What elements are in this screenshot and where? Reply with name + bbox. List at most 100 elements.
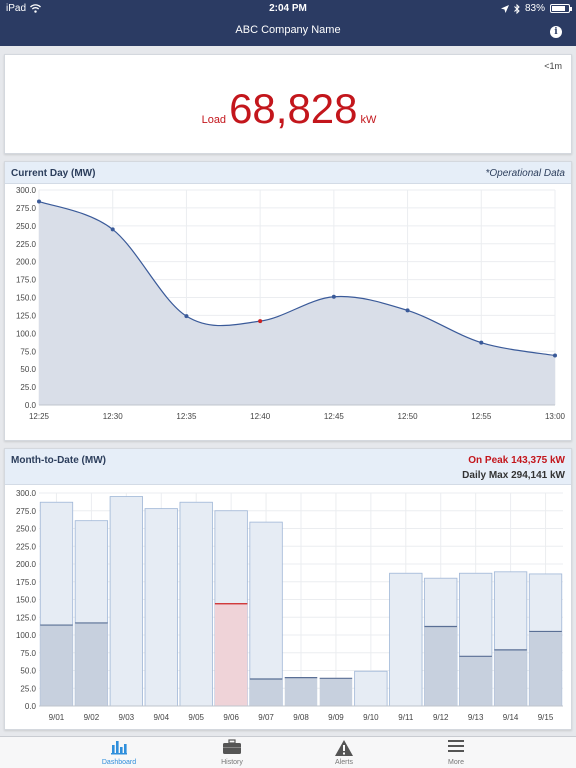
app-header: ABC Company Name i (0, 18, 576, 46)
x-tick-label: 9/05 (188, 713, 204, 722)
warning-icon (335, 740, 353, 756)
x-tick-label: 9/08 (293, 713, 309, 722)
bar-daily-max (144, 508, 178, 707)
on-peak-value: On Peak 143,375 kW (468, 455, 565, 466)
x-tick-label: 9/10 (363, 713, 379, 722)
x-tick-label: 9/01 (49, 713, 65, 722)
y-tick-label: 225.0 (16, 542, 37, 551)
bar-chart-icon (111, 741, 127, 755)
y-tick-label: 50.0 (20, 365, 36, 374)
y-tick-label: 200.0 (16, 258, 37, 267)
bar-on-peak (40, 625, 73, 706)
current-day-title: Current Day (MW) (11, 168, 96, 179)
x-tick-label: 9/04 (153, 713, 169, 722)
info-icon[interactable]: i (550, 26, 562, 38)
x-tick-label: 13:00 (545, 412, 566, 421)
load-label: Load (201, 114, 227, 126)
y-tick-label: 75.0 (20, 347, 36, 356)
x-tick-label: 12:55 (471, 412, 492, 421)
x-tick-label: 12:30 (103, 412, 124, 421)
tab-label: History (221, 759, 243, 766)
x-tick-label: 9/07 (258, 713, 274, 722)
tab-dashboard[interactable]: Dashboard (63, 737, 175, 768)
tab-history[interactable]: History (176, 737, 288, 768)
tab-label: Alerts (335, 759, 353, 766)
y-tick-label: 150.0 (16, 294, 37, 303)
data-point (258, 319, 263, 324)
month-to-date-chart[interactable]: 0.0 25.0 50.0 75.0 100.0 125.0 150.0 175.0 200.0… (5, 485, 571, 729)
bar-daily-max (249, 521, 283, 707)
x-tick-label: 9/15 (538, 713, 554, 722)
area-fill (39, 201, 555, 405)
y-tick-label: 100.0 (16, 329, 37, 338)
bar-on-peak (424, 626, 457, 706)
operational-data-note: *Operational Data (485, 168, 566, 179)
company-name: ABC Company Name (235, 24, 341, 36)
month-to-date-header: Month-to-Date (MW) On Peak 143,375 kW Da… (5, 449, 571, 485)
location-icon (500, 4, 509, 13)
data-point (110, 227, 115, 232)
load-card: <1m Load68,828 kW (4, 54, 572, 154)
x-tick-label: 12:35 (176, 412, 197, 421)
wifi-icon (30, 4, 41, 13)
status-bar: iPad 2:04 PM 83% (0, 0, 576, 18)
clock: 2:04 PM (269, 3, 307, 14)
daily-max-value: Daily Max 294,141 kW (462, 470, 565, 481)
load-unit: kW (360, 114, 377, 126)
battery-percent: 83% (524, 3, 545, 14)
x-tick-label: 9/09 (328, 713, 344, 722)
y-tick-label: 175.0 (16, 578, 37, 587)
data-point (553, 353, 557, 358)
refresh-interval: <1m (544, 61, 562, 71)
bar-daily-max (109, 496, 143, 707)
x-tick-label: 9/06 (223, 713, 239, 722)
y-tick-label: 125.0 (16, 613, 37, 622)
battery-icon (550, 4, 572, 13)
x-tick-label: 9/03 (119, 713, 135, 722)
load-value: 68,828 (229, 85, 358, 132)
y-tick-label: 0.0 (25, 702, 37, 711)
y-tick-label: 175.0 (16, 276, 37, 285)
month-to-date-title: Month-to-Date (MW) (11, 455, 106, 466)
tab-more[interactable]: More (400, 737, 512, 768)
y-tick-label: 250.0 (16, 525, 37, 534)
data-point (184, 314, 189, 319)
y-tick-label: 0.0 (25, 401, 37, 410)
bar-on-peak (459, 656, 492, 706)
x-tick-label: 12:40 (250, 412, 271, 421)
briefcase-icon (223, 739, 241, 754)
x-tick-label: 12:25 (29, 412, 50, 421)
y-tick-label: 125.0 (16, 311, 37, 320)
y-tick-label: 200.0 (16, 560, 37, 569)
current-day-chart[interactable]: 0.0 25.0 50.0 75.0 100.0 125.0 150.0 175.0 200.0… (5, 184, 571, 440)
y-tick-label: 150.0 (16, 596, 37, 605)
bar-on-peak (529, 631, 562, 706)
x-tick-label: 9/14 (503, 713, 519, 722)
bar-on-peak (319, 678, 353, 706)
bar-on-peak (284, 677, 318, 706)
x-tick-label: 12:50 (398, 412, 419, 421)
bar-daily-max (389, 572, 423, 707)
tab-label: Dashboard (101, 759, 137, 766)
x-tick-label: 12:45 (324, 412, 345, 421)
data-point (331, 294, 336, 299)
bar-daily-max (354, 670, 388, 707)
tab-alerts[interactable]: Alerts (288, 737, 400, 768)
x-tick-label: 9/13 (468, 713, 484, 722)
series-line (38, 200, 556, 357)
bar-on-peak (75, 622, 108, 706)
x-tick-label: 9/11 (398, 713, 414, 722)
y-tick-label: 225.0 (16, 240, 37, 249)
current-day-header: Current Day (MW) *Operational Data (5, 162, 571, 184)
data-point (479, 340, 484, 345)
bar-on-peak (249, 679, 283, 706)
y-tick-label: 75.0 (20, 649, 36, 658)
tab-label: More (448, 759, 464, 766)
y-tick-label: 300.0 (16, 489, 37, 498)
y-tick-label: 25.0 (20, 383, 36, 392)
data-point (405, 308, 410, 313)
x-tick-label: 9/12 (433, 713, 449, 722)
bluetooth-icon (514, 3, 520, 14)
y-tick-label: 275.0 (16, 204, 37, 213)
y-tick-label: 100.0 (16, 631, 37, 640)
